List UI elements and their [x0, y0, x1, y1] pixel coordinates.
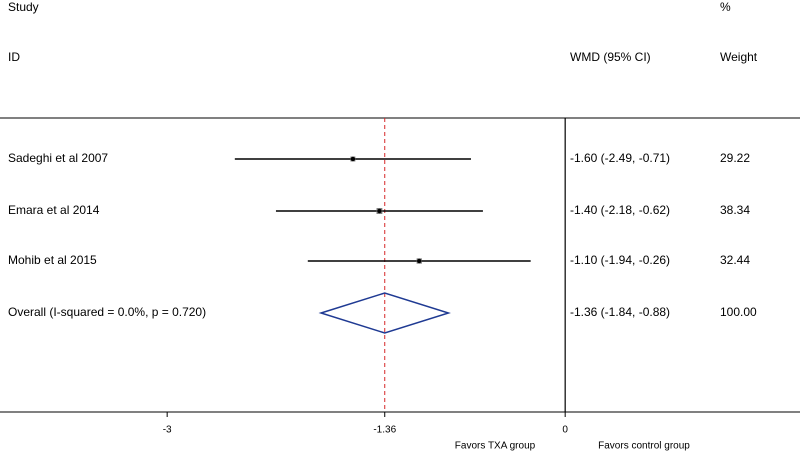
favors-right: Favors control group	[598, 441, 690, 452]
point-estimate	[417, 258, 422, 264]
weight-label: 29.22	[720, 151, 750, 165]
header-study: Study	[8, 0, 39, 14]
x-tick-label: -1.36	[373, 425, 396, 436]
ci-label: -1.60 (-2.49, -0.71)	[570, 151, 670, 165]
study-label: Mohib et al 2015	[8, 253, 97, 267]
favors-left: Favors TXA group	[455, 441, 536, 452]
overall-label: Overall (I-squared = 0.0%, p = 0.720)	[8, 305, 206, 319]
weight-label: 38.34	[720, 203, 750, 217]
header-id: ID	[8, 50, 20, 64]
x-tick-label: 0	[562, 425, 568, 436]
study-label: Sadeghi et al 2007	[8, 151, 108, 165]
weight-label: 32.44	[720, 253, 750, 267]
point-estimate	[350, 156, 356, 162]
ci-label: -1.10 (-1.94, -0.26)	[570, 253, 670, 267]
overall-diamond	[318, 292, 451, 334]
x-tick-label: -3	[163, 425, 172, 436]
overall-ci-label: -1.36 (-1.84, -0.88)	[570, 305, 670, 319]
study-label: Emara et al 2014	[8, 203, 100, 217]
header-weight: Weight	[720, 50, 758, 64]
header-effect: WMD (95% CI)	[570, 50, 651, 64]
point-estimate	[377, 208, 382, 214]
ci-label: -1.40 (-2.18, -0.62)	[570, 203, 670, 217]
header-percent: %	[720, 0, 731, 14]
overall-weight-label: 100.00	[720, 305, 757, 319]
